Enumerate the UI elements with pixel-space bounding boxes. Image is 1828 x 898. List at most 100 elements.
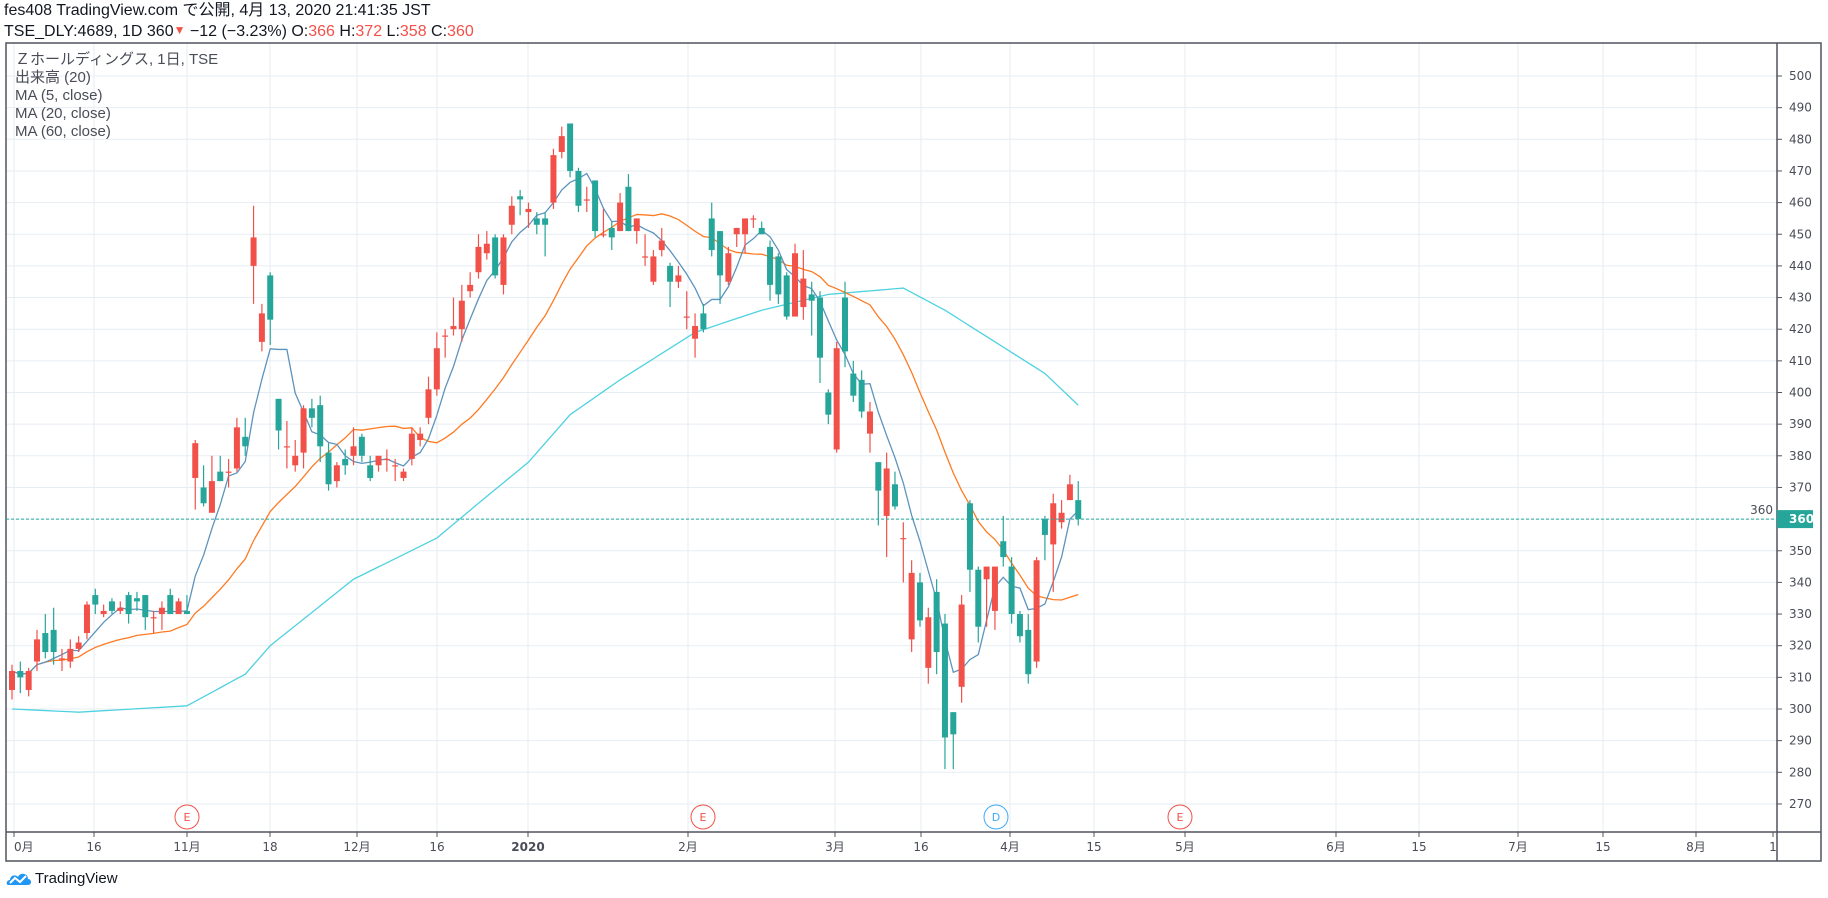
symbol-price: TSE_DLY:4689, 1D 360 (4, 23, 174, 40)
candle-body (158, 607, 165, 615)
candle-body (567, 123, 574, 171)
time-tick-label: 16 (429, 840, 444, 854)
candle-body (808, 294, 815, 301)
event-label: E (184, 811, 191, 824)
time-tick-label: 2020 (511, 840, 544, 854)
earnings-marker[interactable]: E (690, 804, 716, 830)
candle-body (75, 642, 82, 649)
price-tick-label: 450 (1789, 227, 1812, 241)
candle-body (683, 316, 690, 318)
candle-body (333, 465, 340, 482)
candle-body (542, 218, 549, 225)
candle-body (775, 256, 782, 295)
triangle-down-icon: ▼ (173, 23, 186, 37)
time-tick-label: 5月 (1175, 840, 1195, 854)
candle-body (800, 278, 807, 308)
earnings-marker[interactable]: E (1167, 804, 1193, 830)
candle-body (1033, 560, 1040, 662)
price-tick-label: 280 (1789, 765, 1812, 779)
candle-body (583, 199, 590, 201)
candle-body (883, 468, 890, 516)
candle-body (267, 275, 274, 320)
candle-body (1000, 541, 1007, 558)
candle-body (342, 458, 349, 466)
candle-body (1025, 629, 1032, 675)
candle-body (467, 284, 474, 292)
low-label: L: (386, 23, 400, 40)
legend-symbol[interactable]: Ｚホールディングス, 1日, TSE (15, 51, 219, 68)
candle-body (117, 607, 124, 611)
price-tick-label: 290 (1789, 734, 1812, 748)
candle-body (192, 443, 199, 478)
candle-body (558, 136, 565, 152)
price-tick-label: 470 (1789, 164, 1812, 178)
candle-body (67, 648, 74, 662)
price-tick-label: 270 (1789, 797, 1812, 811)
dividend-marker[interactable]: D (983, 804, 1009, 830)
time-tick-label: 7月 (1508, 840, 1528, 854)
price-tick-label: 340 (1789, 575, 1812, 589)
candle-body (958, 604, 965, 687)
time-tick-label: 6月 (1326, 840, 1346, 854)
event-label: D (992, 811, 1000, 824)
candle-body (725, 253, 732, 282)
candle-body (167, 595, 174, 615)
candle-body (533, 218, 540, 225)
tradingview-logo[interactable]: TradingView (6, 870, 118, 888)
candle-body (1066, 484, 1073, 501)
event-circle (690, 804, 716, 830)
last-price-badge (1777, 510, 1813, 529)
price-tick-label: 490 (1789, 101, 1812, 115)
legend-ma5[interactable]: MA (5, close) (15, 87, 103, 104)
candle-body (392, 465, 399, 467)
candle-body (975, 569, 982, 627)
legend-ma20[interactable]: MA (20, close) (15, 105, 111, 122)
candle-body (217, 471, 224, 482)
candle-body (475, 246, 482, 273)
candle-body (717, 231, 724, 276)
legend-ma60[interactable]: MA (60, close) (15, 123, 111, 140)
candle-body (575, 170, 582, 206)
candle-body (817, 297, 824, 358)
close-value: 360 (447, 23, 474, 40)
candle-body (833, 348, 840, 450)
time-tick-label: 1 (1769, 840, 1777, 854)
price-tick-label: 360 (1750, 503, 1773, 517)
time-tick-label: 2月 (678, 840, 698, 854)
candle-body (225, 471, 232, 473)
low-value: 358 (399, 23, 427, 40)
time-tick-label: 15 (1595, 840, 1610, 854)
candle-body (175, 601, 182, 615)
price-tick-label: 310 (1789, 670, 1812, 684)
candle-body (308, 408, 315, 418)
event-label: E (700, 811, 707, 824)
candle-body (950, 712, 957, 735)
candle-body (875, 462, 882, 491)
candle-body (600, 234, 607, 236)
open-label: O: (291, 23, 309, 40)
candle-body (592, 180, 599, 232)
candle-body (933, 591, 940, 653)
legend-volume[interactable]: 出来高 (20) (15, 69, 91, 86)
candle-body (150, 617, 157, 619)
price-tick-label: 390 (1789, 417, 1812, 431)
time-tick-label: 15 (1411, 840, 1426, 854)
close-label: C: (431, 23, 448, 40)
price-tick-label: 480 (1789, 132, 1812, 146)
event-circle (174, 804, 200, 830)
event-circle (983, 804, 1009, 830)
open-value: 366 (308, 23, 335, 40)
candle-body (1041, 519, 1048, 535)
earnings-marker[interactable]: E (174, 804, 200, 830)
candle-body (525, 208, 532, 213)
candle-body (125, 595, 132, 615)
candle-body (83, 604, 90, 634)
candle-body (275, 398, 282, 431)
tradingview-cloud-icon (6, 873, 32, 885)
candle-body (658, 240, 665, 251)
ma20-line (11, 213, 1079, 675)
price-tick-label: 410 (1789, 354, 1812, 368)
candle-body (442, 335, 449, 337)
candle-body (325, 452, 332, 485)
